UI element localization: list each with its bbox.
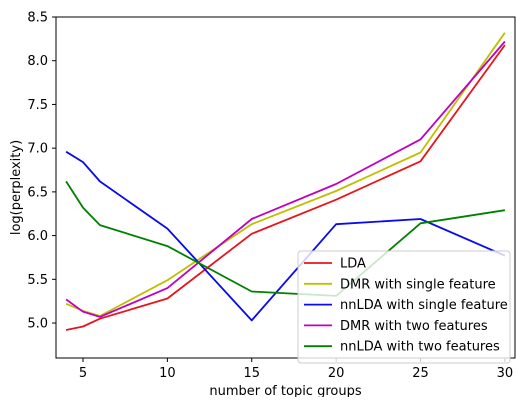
y-tick-label: 6.5	[27, 185, 48, 200]
x-tick-label: 30	[497, 366, 514, 381]
series-line-1	[65, 44, 506, 331]
y-axis: 5.0 5.5 6.0 6.5 7.0 7.5 8.0 8.5	[27, 11, 56, 332]
x-tick-label: 15	[243, 366, 260, 381]
y-tick-label: 5.0	[27, 317, 48, 332]
x-tick-label: 20	[328, 366, 345, 381]
y-tick-label: 5.5	[27, 273, 48, 288]
legend-label: LDA	[340, 257, 366, 272]
x-tick-label: 5	[79, 366, 87, 381]
y-tick-label: 6.0	[27, 229, 48, 244]
legend-label: nnLDA with two features	[340, 340, 500, 355]
x-axis-title: number of topic groups	[209, 384, 361, 397]
x-tick-label: 10	[159, 366, 176, 381]
y-tick-label: 7.0	[27, 142, 48, 157]
legend: LDA DMR with single feature nnLDA with sin…	[297, 250, 511, 364]
x-tick-label: 25	[412, 366, 429, 381]
legend-box	[297, 250, 511, 364]
legend-label: nnLDA with single feature	[340, 298, 508, 313]
series-line-4	[65, 40, 506, 318]
series-layer	[65, 32, 506, 331]
series-line-3	[65, 150, 506, 322]
y-tick-label: 8.5	[27, 11, 48, 26]
x-axis: 5 10 15 20 25 30	[79, 358, 513, 381]
y-tick-label: 8.0	[27, 54, 48, 69]
series-line-5	[65, 180, 506, 297]
legend-label: DMR with two features	[340, 319, 488, 334]
plot-frame	[55, 16, 516, 359]
y-tick-label: 7.5	[27, 98, 48, 113]
legend-label: DMR with single feature	[340, 277, 496, 292]
y-axis-title: log(perplexity)	[9, 140, 24, 235]
